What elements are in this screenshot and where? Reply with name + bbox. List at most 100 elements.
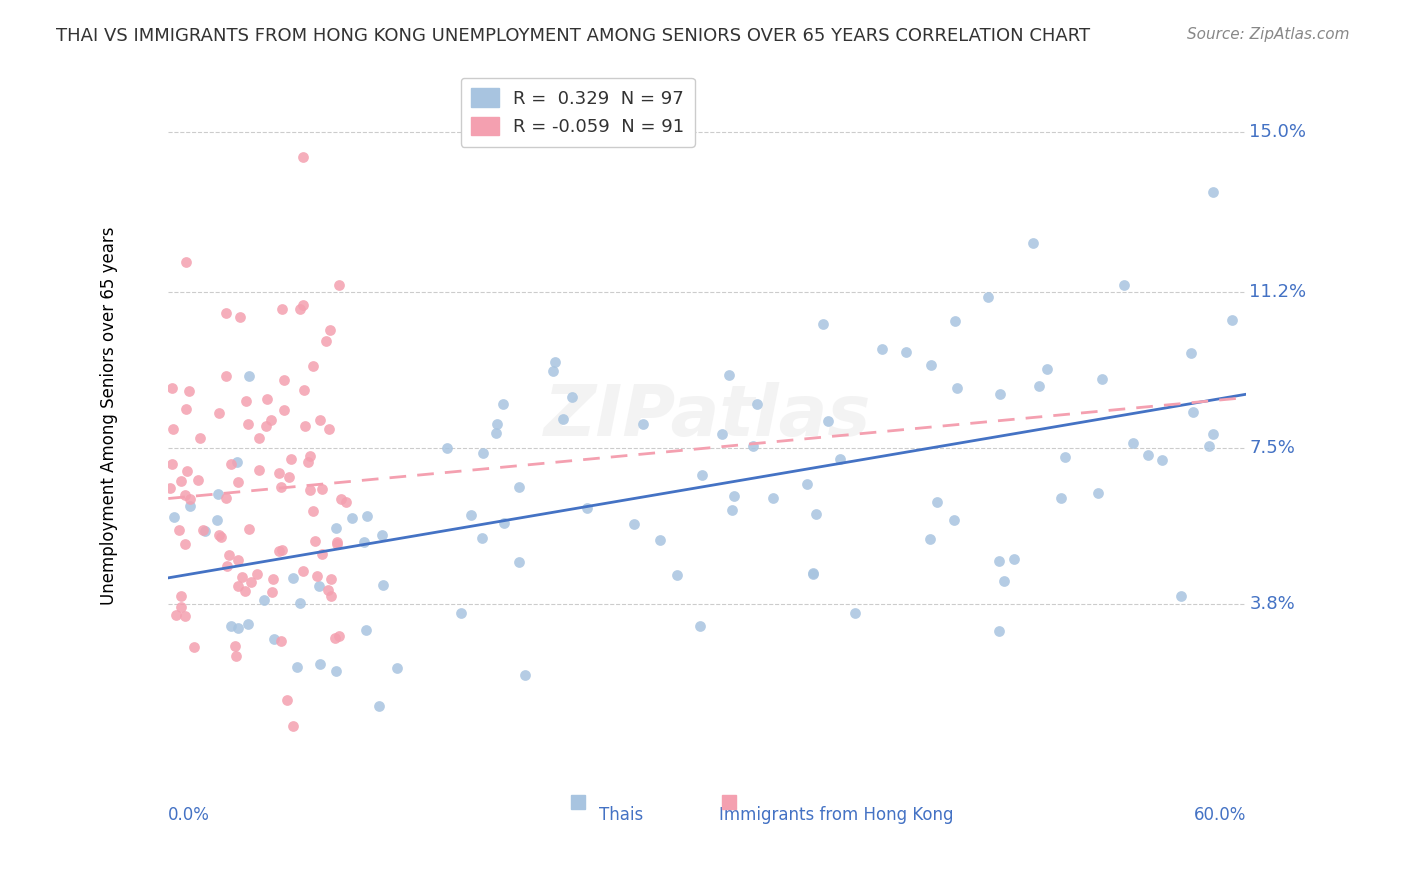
Point <box>217 559 239 574</box>
Point <box>371 528 394 542</box>
Point <box>988 554 1011 568</box>
Point <box>285 660 308 674</box>
Point <box>236 417 259 431</box>
Point <box>205 513 228 527</box>
Point <box>221 458 243 472</box>
Text: 7.5%: 7.5% <box>1250 439 1295 457</box>
Point <box>329 492 352 507</box>
Point <box>281 571 304 585</box>
Point <box>1091 372 1114 386</box>
Point <box>292 150 315 164</box>
Point <box>711 427 734 442</box>
Point <box>844 607 866 621</box>
Point <box>1202 185 1225 199</box>
Point <box>174 537 197 551</box>
Point <box>492 397 515 411</box>
Point <box>214 491 236 505</box>
Point <box>623 516 645 531</box>
Point <box>513 667 536 681</box>
Point <box>1028 379 1050 393</box>
Point <box>267 466 290 480</box>
Point <box>1181 405 1204 419</box>
Point <box>690 467 713 482</box>
Point <box>328 278 350 293</box>
Point <box>801 566 824 581</box>
Point <box>450 606 472 620</box>
Point <box>276 693 298 707</box>
Point <box>325 631 347 645</box>
Point <box>226 579 249 593</box>
Point <box>551 412 574 426</box>
Point <box>292 383 315 397</box>
Point <box>235 393 257 408</box>
Point <box>218 548 240 562</box>
Point <box>373 578 395 592</box>
Point <box>315 334 337 349</box>
Point <box>297 455 319 469</box>
Point <box>292 298 315 312</box>
Point <box>225 455 247 469</box>
Point <box>576 500 599 515</box>
Point <box>176 254 198 268</box>
Point <box>304 533 326 548</box>
Point <box>925 494 948 508</box>
Point <box>804 508 827 522</box>
Point <box>162 422 184 436</box>
Point <box>1022 236 1045 251</box>
Point <box>224 639 246 653</box>
Point <box>302 359 325 373</box>
Point <box>762 491 785 505</box>
Point <box>340 511 363 525</box>
Point <box>720 503 742 517</box>
Point <box>485 425 508 440</box>
Point <box>308 579 330 593</box>
Text: Source: ZipAtlas.com: Source: ZipAtlas.com <box>1187 27 1350 42</box>
Point <box>173 488 195 502</box>
Point <box>170 600 193 615</box>
Point <box>270 542 292 557</box>
Point <box>228 621 250 635</box>
Point <box>233 584 256 599</box>
Point <box>288 595 311 609</box>
Point <box>163 509 186 524</box>
Point <box>173 609 195 624</box>
Point <box>280 452 302 467</box>
Point <box>294 419 316 434</box>
Point <box>187 474 209 488</box>
Point <box>319 590 342 604</box>
Point <box>260 413 283 427</box>
Point <box>215 306 238 320</box>
Point <box>747 397 769 411</box>
Point <box>803 567 825 582</box>
Point <box>207 487 229 501</box>
Point <box>246 567 269 582</box>
Point <box>194 524 217 538</box>
Point <box>1220 312 1243 326</box>
Point <box>188 431 211 445</box>
Point <box>436 441 458 455</box>
Point <box>354 623 377 637</box>
Point <box>689 619 711 633</box>
Point <box>1170 589 1192 603</box>
Point <box>159 481 181 495</box>
Point <box>225 648 247 663</box>
Point <box>219 618 242 632</box>
Point <box>270 480 292 494</box>
Point <box>1050 491 1073 505</box>
Point <box>299 449 322 463</box>
Point <box>253 592 276 607</box>
Point <box>208 527 231 541</box>
Point <box>325 521 347 535</box>
Point <box>238 369 260 384</box>
Point <box>273 403 295 417</box>
Point <box>209 529 232 543</box>
Text: Thais: Thais <box>599 805 643 823</box>
Legend: R =  0.329  N = 97, R = -0.059  N = 91: R = 0.329 N = 97, R = -0.059 N = 91 <box>461 78 695 147</box>
Point <box>1036 361 1059 376</box>
Point <box>460 508 482 523</box>
Point <box>977 290 1000 304</box>
Point <box>299 483 322 497</box>
Point <box>328 629 350 643</box>
Point <box>796 477 818 491</box>
Text: ZIPatlas: ZIPatlas <box>543 382 870 450</box>
